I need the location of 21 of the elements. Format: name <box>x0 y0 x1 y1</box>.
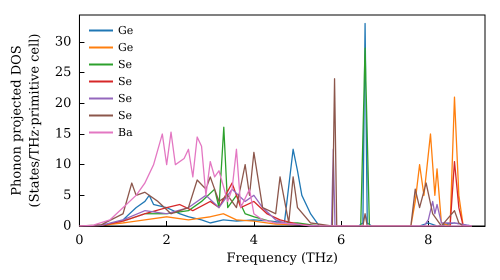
x-tick-label: 8 <box>424 233 432 248</box>
y-tick-label: 25 <box>54 65 72 80</box>
x-tick-label: 0 <box>75 233 84 248</box>
x-axis-title: Frequency (THz) <box>226 251 338 266</box>
legend-label: Ba <box>118 126 134 139</box>
y-tick-label: 20 <box>54 96 72 111</box>
x-tick-label: 6 <box>336 233 346 248</box>
y-axis-title: Phonon projected DOS (States/THz·primitive cell) <box>10 33 42 208</box>
legend-label: Se <box>118 58 132 71</box>
legend-label: Se <box>118 92 132 105</box>
x-tick-label: 4 <box>250 233 258 248</box>
legend-label: Se <box>118 109 132 122</box>
y-tick-label: 15 <box>54 126 72 142</box>
y-tick-label: 0 <box>63 218 72 234</box>
y-tick-label: 30 <box>54 34 72 50</box>
legend-label: Se <box>118 75 132 88</box>
x-tick-label: 2 <box>162 233 171 248</box>
legend-label: Ge <box>118 41 134 54</box>
y-tick-label: 10 <box>54 157 72 172</box>
y-tick-label: 5 <box>63 188 72 203</box>
legend-label: Ge <box>118 24 134 37</box>
